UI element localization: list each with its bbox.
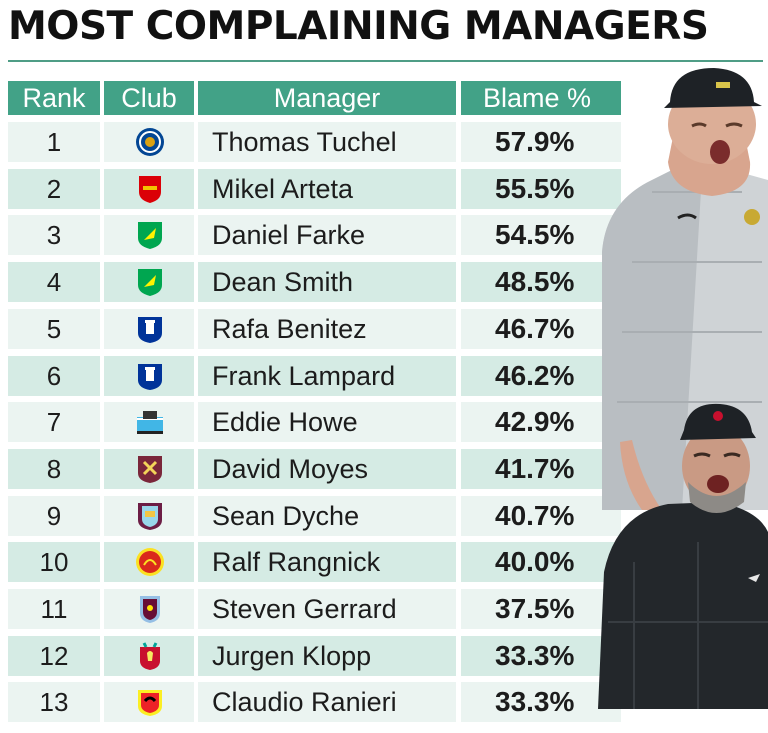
manager-cell: Claudio Ranieri [198, 682, 456, 723]
west-ham-crest-icon [135, 454, 165, 484]
rank-cell: 8 [8, 448, 100, 489]
aston-villa-crest-icon [135, 594, 165, 624]
rank-cell: 1 [8, 122, 100, 162]
club-cell [104, 215, 194, 256]
table-row: 4 Dean Smith 48.5% [0, 260, 768, 304]
blame-cell: 42.9% [461, 402, 621, 443]
rank-cell: 2 [8, 168, 100, 209]
club-cell [104, 542, 194, 583]
table-row: 1 Thomas Tuchel 57.9% [0, 120, 768, 164]
blame-cell: 40.7% [461, 495, 621, 536]
manager-cell: Dean Smith [198, 262, 456, 303]
man-utd-crest-icon [135, 547, 165, 577]
liverpool-crest-icon [135, 641, 165, 671]
club-cell [104, 495, 194, 536]
manager-cell: Thomas Tuchel [198, 122, 456, 162]
manager-cell: Steven Gerrard [198, 589, 456, 629]
club-cell [104, 122, 194, 162]
title-divider [8, 60, 763, 62]
rank-cell: 5 [8, 308, 100, 349]
table-row: 7 Eddie Howe 42.9% [0, 400, 768, 444]
rank-cell: 7 [8, 402, 100, 443]
header-rank: Rank [8, 81, 100, 115]
chelsea-crest-icon [135, 127, 165, 157]
watford-crest-icon [135, 687, 165, 717]
rank-cell: 4 [8, 262, 100, 303]
club-cell [104, 682, 194, 723]
header-club: Club [104, 81, 194, 115]
rank-cell: 11 [8, 589, 100, 629]
club-cell [104, 355, 194, 396]
everton-crest-icon [135, 361, 165, 391]
table-row: 10 Ralf Rangnick 40.0% [0, 540, 768, 584]
table-row: 3 Daniel Farke 54.5% [0, 213, 768, 257]
rank-cell: 12 [8, 635, 100, 676]
manager-cell: Frank Lampard [198, 355, 456, 396]
manager-cell: Jurgen Klopp [198, 635, 456, 676]
arsenal-crest-icon [135, 174, 165, 204]
table-row: 2 Mikel Arteta 55.5% [0, 167, 768, 211]
club-cell [104, 448, 194, 489]
blame-cell: 40.0% [461, 542, 621, 583]
rank-cell: 10 [8, 542, 100, 583]
blame-cell: 46.2% [461, 355, 621, 396]
manager-photo-klopp [598, 403, 768, 709]
club-cell [104, 262, 194, 303]
manager-cell: David Moyes [198, 448, 456, 489]
manager-cell: Eddie Howe [198, 402, 456, 443]
blame-cell: 33.3% [461, 682, 621, 723]
manager-cell: Sean Dyche [198, 495, 456, 536]
blame-cell: 41.7% [461, 448, 621, 489]
table-row: 5 Rafa Benitez 46.7% [0, 307, 768, 351]
blame-cell: 54.5% [461, 215, 621, 256]
rank-cell: 9 [8, 495, 100, 536]
rank-cell: 13 [8, 682, 100, 723]
blame-cell: 55.5% [461, 168, 621, 209]
blame-cell: 33.3% [461, 635, 621, 676]
club-cell [104, 308, 194, 349]
norwich-crest-icon [135, 220, 165, 250]
everton-crest-icon [135, 314, 165, 344]
blame-cell: 48.5% [461, 262, 621, 303]
table-row: 11 Steven Gerrard 37.5% [0, 587, 768, 631]
header-manager: Manager [198, 81, 456, 115]
manager-cell: Rafa Benitez [198, 308, 456, 349]
newcastle-crest-icon [135, 407, 165, 437]
manager-cell: Daniel Farke [198, 215, 456, 256]
blame-cell: 57.9% [461, 122, 621, 162]
club-cell [104, 402, 194, 443]
club-cell [104, 168, 194, 209]
burnley-crest-icon [135, 501, 165, 531]
blame-cell: 37.5% [461, 589, 621, 629]
rank-cell: 3 [8, 215, 100, 256]
table-row: 8 David Moyes 41.7% [0, 447, 768, 491]
manager-cell: Ralf Rangnick [198, 542, 456, 583]
page-title: MOST COMPLAINING MANAGERS [8, 4, 709, 49]
blame-cell: 46.7% [461, 308, 621, 349]
table-row: 6 Frank Lampard 46.2% [0, 354, 768, 398]
manager-cell: Mikel Arteta [198, 168, 456, 209]
norwich-crest-icon [135, 267, 165, 297]
table-row: 12 Jurgen Klopp 33.3% [0, 634, 768, 678]
table-row: 9 Sean Dyche 40.7% [0, 494, 768, 538]
club-cell [104, 589, 194, 629]
club-cell [104, 635, 194, 676]
header-blame: Blame % [461, 81, 621, 115]
rank-cell: 6 [8, 355, 100, 396]
